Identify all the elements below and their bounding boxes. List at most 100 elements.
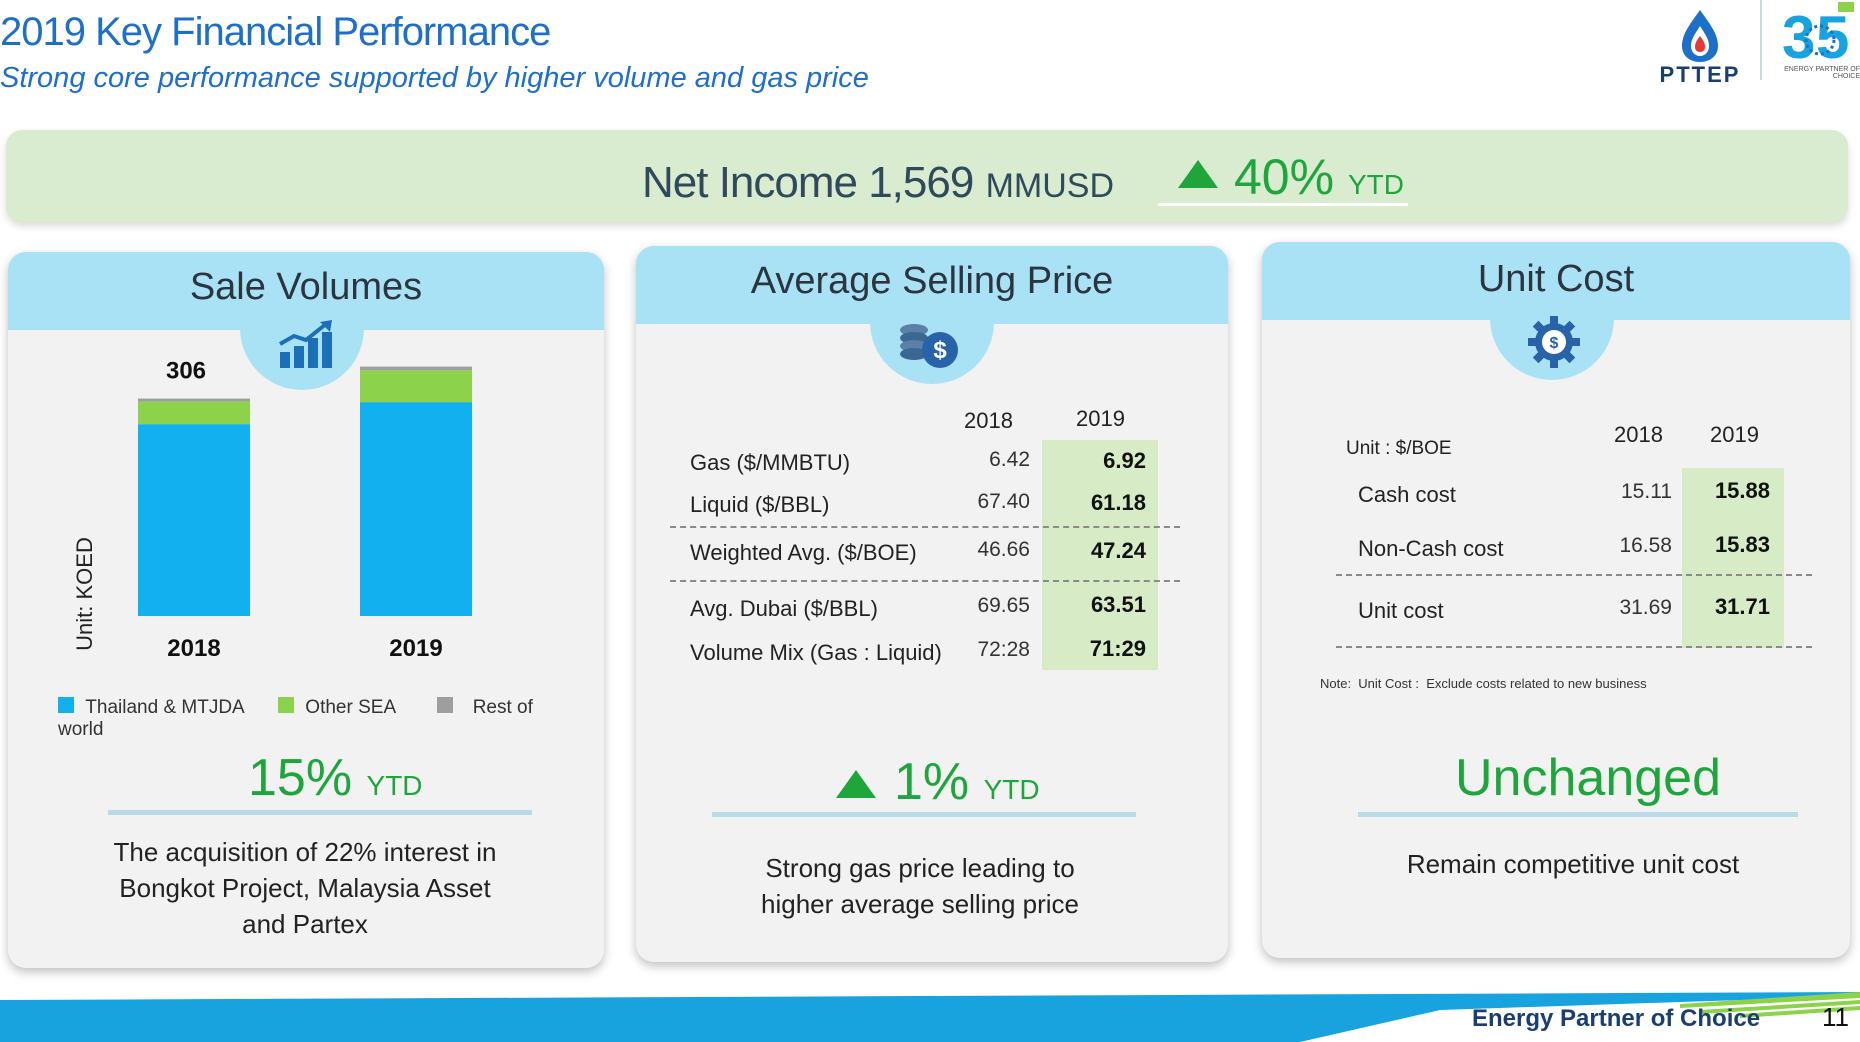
logo-divider bbox=[1760, 0, 1762, 80]
price-row-2019: 6.92 bbox=[1103, 448, 1146, 473]
pttep-flame-icon bbox=[1682, 10, 1718, 62]
unit-cost-note: Note: Unit Cost : Exclude costs related … bbox=[1320, 676, 1647, 691]
price-col-2019: 2019 bbox=[1076, 406, 1125, 431]
avg-price-description: Strong gas price leading to higher avera… bbox=[660, 850, 1180, 922]
legend-swatch-other-sea bbox=[278, 697, 295, 713]
net-income-change-value: 40% bbox=[1234, 149, 1335, 205]
thirty-five-logo-icon: 3 5 bbox=[1782, 2, 1854, 71]
price-row-2019: 47.24 bbox=[1090, 538, 1146, 563]
sale-volumes-change-value: 15% bbox=[248, 749, 353, 807]
cost-row-2019: 15.88 bbox=[1714, 478, 1770, 503]
price-row-2019: 61.18 bbox=[1090, 490, 1146, 515]
cost-row-2018: 15.11 bbox=[1621, 480, 1672, 503]
price-row-label: Liquid ($/BBL) bbox=[690, 492, 830, 517]
net-income-label: Net Income 1,569 bbox=[642, 158, 974, 207]
unit-cost-status: Unchanged bbox=[1455, 749, 1721, 807]
price-row-label: Weighted Avg. ($/BOE) bbox=[690, 540, 917, 565]
pttep-logo-text: PTTEP bbox=[1659, 62, 1741, 87]
anniversary-logo: 3 5 ENERGY PARTNER OF CHOICE bbox=[1780, 0, 1860, 85]
net-income-banner bbox=[6, 130, 1848, 222]
sale-volumes-icon-circle bbox=[240, 266, 364, 390]
cost-row-2019: 31.71 bbox=[1714, 594, 1770, 619]
avg-price-change-value: 1% bbox=[894, 753, 970, 811]
sale-volumes-card: Sale Volumes bbox=[8, 252, 604, 968]
bar-total-label: 306 bbox=[166, 360, 206, 385]
bar-segment-2018-1 bbox=[138, 401, 250, 425]
legend-label-other-sea: Other SEA bbox=[305, 697, 397, 718]
cost-col-2018: 2018 bbox=[1614, 422, 1663, 447]
price-col-2018: 2018 bbox=[964, 408, 1013, 433]
price-row-2018: 72:28 bbox=[977, 638, 1030, 661]
price-row-2018: 46.66 bbox=[977, 538, 1030, 561]
price-2019-highlight bbox=[1042, 440, 1158, 670]
sale-volumes-description: The acquisition of 22% interest in Bongk… bbox=[40, 834, 570, 942]
y-axis-label-wrap: Unit: KOED bbox=[54, 537, 114, 651]
cost-row-label: Cash cost bbox=[1358, 482, 1456, 507]
y-axis-label: Unit: KOED bbox=[72, 537, 97, 651]
cost-row-2018: 31.69 bbox=[1619, 596, 1672, 619]
sale-volumes-change-suffix: YTD bbox=[366, 770, 423, 801]
avg-price-desc-line-1: Strong gas price leading to bbox=[765, 853, 1075, 883]
cost-divider bbox=[1336, 646, 1812, 648]
cost-row-label: Non-Cash cost bbox=[1358, 536, 1504, 561]
coins-dollar-icon: $ bbox=[900, 324, 958, 368]
up-arrow-icon bbox=[1178, 160, 1218, 188]
price-row-2018: 67.40 bbox=[977, 490, 1030, 513]
unit-cost-underline bbox=[1358, 812, 1798, 817]
svg-text:$: $ bbox=[933, 337, 947, 364]
net-income-unit: MMUSD bbox=[985, 167, 1114, 205]
avg-price-desc-line-2: higher average selling price bbox=[761, 889, 1079, 919]
cost-2019-highlight bbox=[1682, 468, 1784, 648]
cost-unit-label: Unit : $/BOE bbox=[1346, 438, 1452, 459]
bar-segment-2019-0 bbox=[360, 402, 472, 616]
anniversary-logo-text: ENERGY PARTNER OF CHOICE bbox=[1784, 66, 1860, 80]
footer-bar bbox=[0, 992, 1860, 1042]
price-row-label: Gas ($/MMBTU) bbox=[690, 450, 851, 475]
sale-volumes-desc-line-3: and Partex bbox=[242, 909, 368, 939]
cost-col-2019: 2019 bbox=[1710, 422, 1759, 447]
legend-swatch-thailand bbox=[58, 697, 74, 713]
net-income-change-suffix: YTD bbox=[1347, 169, 1404, 200]
sale-volumes-change: 15% YTD bbox=[248, 748, 423, 808]
cost-row-label: Unit cost bbox=[1358, 598, 1444, 623]
sale-volumes-title: Sale Volumes bbox=[189, 266, 423, 308]
bar-segment-2019-2 bbox=[360, 366, 472, 371]
x-tick-label: 2019 bbox=[389, 635, 442, 662]
page-subtitle: Strong core performance supported by hig… bbox=[0, 62, 869, 94]
legend-label-thailand: Thailand & MTJDA bbox=[85, 697, 245, 718]
bar-segment-2018-0 bbox=[138, 424, 250, 616]
avg-selling-price-title: Average Selling Price bbox=[750, 260, 1114, 302]
price-divider bbox=[670, 580, 1180, 582]
sale-volumes-chart: 30620183512019 bbox=[138, 360, 472, 662]
bar-segment-2018-2 bbox=[138, 398, 250, 402]
cost-row-2018: 16.58 bbox=[1619, 534, 1672, 557]
price-row-2019: 63.51 bbox=[1090, 592, 1146, 617]
legend-swatch-rest-of-world bbox=[437, 697, 454, 713]
unit-cost-title: Unit Cost bbox=[1477, 258, 1635, 300]
price-row-2019: 71:29 bbox=[1089, 636, 1146, 661]
up-arrow-icon bbox=[836, 770, 876, 798]
net-income-text: Net Income 1,569 MMUSD bbox=[642, 158, 1114, 208]
price-row-2018: 69.65 bbox=[977, 594, 1030, 617]
net-income-change: 40% YTD bbox=[1234, 148, 1404, 206]
bar-chart-icon bbox=[279, 320, 332, 368]
price-row-label: Avg. Dubai ($/BBL) bbox=[690, 596, 878, 621]
bar-segment-2019-1 bbox=[360, 370, 472, 403]
net-income-underline bbox=[1158, 203, 1408, 206]
sale-volumes-desc-line-2: Bongkot Project, Malaysia Asset bbox=[119, 873, 491, 903]
price-row-2018: 6.42 bbox=[989, 448, 1030, 471]
sale-volumes-underline bbox=[108, 810, 532, 815]
avg-price-change: 1% YTD bbox=[894, 752, 1040, 812]
x-tick-label: 2018 bbox=[167, 635, 220, 662]
price-divider bbox=[670, 526, 1180, 528]
page-title: 2019 Key Financial Performance bbox=[0, 10, 551, 54]
svg-text:3: 3 bbox=[1782, 4, 1815, 70]
cost-row-2019: 15.83 bbox=[1714, 532, 1770, 557]
footer-tagline: Energy Partner of Choice bbox=[1472, 1005, 1761, 1032]
sale-volumes-legend: Thailand & MTJDA Other SEA Rest of world bbox=[58, 697, 578, 741]
gear-dollar-icon: $ bbox=[1528, 316, 1580, 368]
avg-price-underline bbox=[712, 812, 1136, 817]
svg-text:$: $ bbox=[1550, 335, 1559, 352]
sale-volumes-desc-line-1: The acquisition of 22% interest in bbox=[113, 837, 497, 867]
cost-divider bbox=[1336, 574, 1812, 576]
